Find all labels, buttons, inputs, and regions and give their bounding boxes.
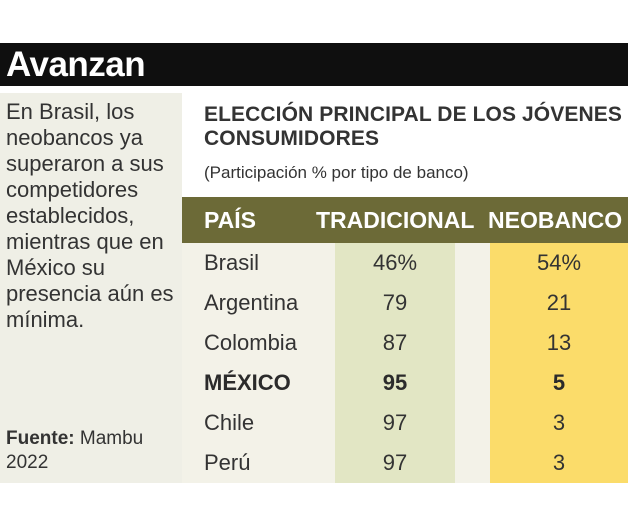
country-cell: Perú — [204, 450, 251, 475]
column-header-neobank: NEOBANCO — [488, 207, 623, 233]
neobank-value-cell: 5 — [552, 370, 566, 395]
table-row: Argentina 79 21 — [182, 283, 628, 323]
source-label: Fuente: — [6, 428, 75, 449]
neobank-value-cell: 21 — [546, 290, 572, 315]
source-note: Fuente: Mambu 2022 — [6, 427, 178, 475]
table-row: MÉXICO 95 5 — [182, 363, 628, 403]
country-cell: Argentina — [204, 290, 299, 315]
header-banner: Avanzan — [0, 43, 628, 86]
table-row: Perú 97 3 — [182, 443, 628, 483]
country-cell: MÉXICO — [204, 370, 291, 395]
column-header-traditional: TRADICIONAL — [316, 207, 475, 233]
intro-text: En Brasil, los neobancos ya superaron a … — [6, 99, 174, 332]
country-cell: Brasil — [204, 250, 260, 275]
traditional-value-cell: 79 — [382, 290, 408, 315]
traditional-value-cell: 46% — [372, 250, 418, 275]
traditional-value-cell: 97 — [382, 450, 408, 475]
column-header-country: PAÍS — [204, 207, 256, 233]
neobank-column-band — [490, 243, 628, 483]
chart-title: ELECCIÓN PRINCIPAL DE LOS JÓVENES CONSUM… — [204, 103, 622, 150]
country-cell: Colombia — [204, 330, 297, 355]
traditional-column-band — [335, 243, 455, 483]
neobank-value-cell: 3 — [552, 450, 566, 475]
sidebar-panel: En Brasil, los neobancos ya superaron a … — [0, 93, 182, 483]
table-header: PAÍS TRADICIONAL NEOBANCO — [182, 197, 628, 243]
neobank-value-cell: 3 — [552, 410, 566, 435]
traditional-value-cell: 95 — [382, 370, 408, 395]
source-value: Mambu 2022 — [6, 428, 144, 473]
table-row: Chile 97 3 — [182, 403, 628, 443]
traditional-value-cell: 87 — [382, 330, 408, 355]
neobank-value-cell: 54% — [536, 250, 582, 275]
neobank-value-cell: 13 — [546, 330, 572, 355]
country-cell: Chile — [204, 410, 255, 435]
chart-subtitle: (Participación % por tipo de banco) — [204, 163, 469, 182]
table-row: Brasil 46% 54% — [182, 243, 628, 283]
traditional-value-cell: 97 — [382, 410, 408, 435]
page-title: Avanzan — [6, 45, 146, 84]
table-row: Colombia 87 13 — [182, 323, 628, 363]
chart-panel: ELECCIÓN PRINCIPAL DE LOS JÓVENES CONSUM… — [182, 93, 628, 483]
